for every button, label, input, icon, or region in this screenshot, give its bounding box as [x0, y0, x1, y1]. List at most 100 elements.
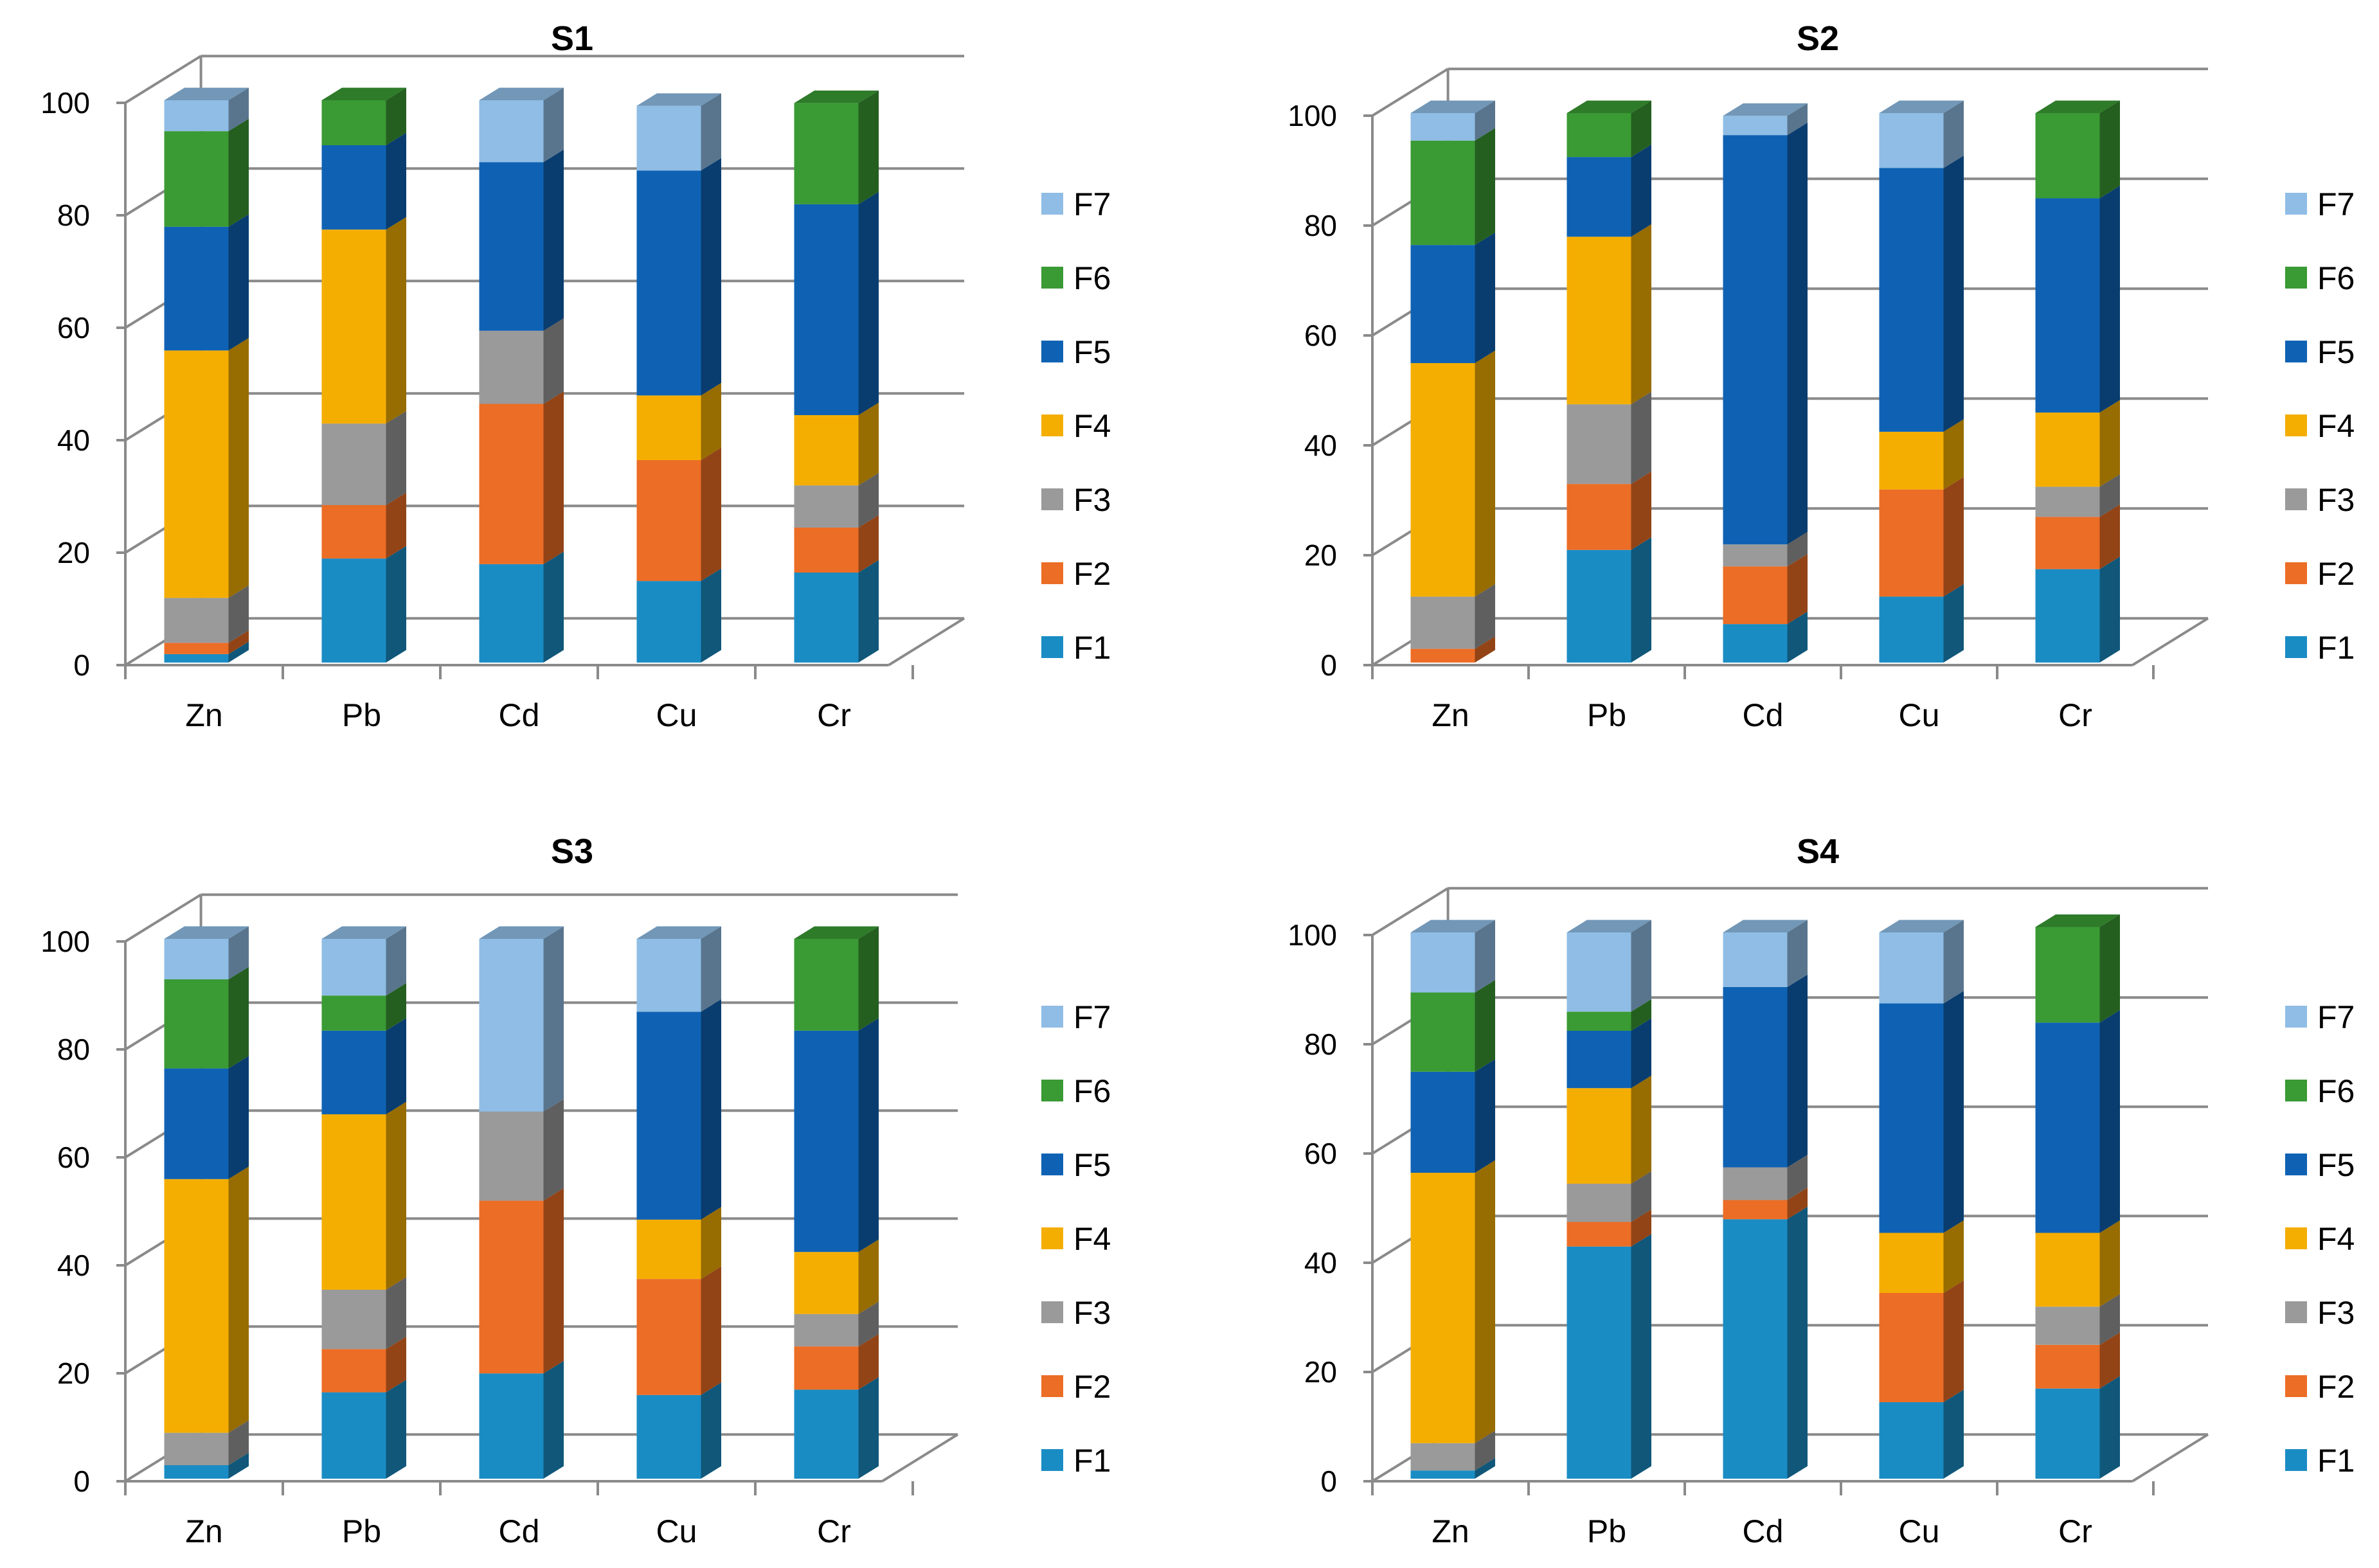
bar-side-f5 — [1631, 1018, 1651, 1089]
legend-label-f7: F7 — [1073, 999, 1111, 1035]
bar-stack-pb — [321, 87, 406, 663]
bar-side-f5 — [1787, 122, 1808, 545]
legend-swatch-f4 — [2285, 414, 2307, 436]
bar-side-f2 — [2099, 1332, 2120, 1389]
grid-connector — [124, 893, 202, 943]
bar-side-f1 — [701, 568, 721, 663]
bar-side-f7 — [228, 926, 249, 979]
bar-segment-f3 — [1410, 596, 1475, 649]
legend-label-f5: F5 — [2317, 334, 2355, 370]
bar-stack-zn — [1410, 920, 1495, 1479]
legend-swatch-f7 — [1041, 1006, 1063, 1028]
plot-area: 0 20 40 60 80 100 Zn Pb Cd Cu Cr — [40, 55, 965, 733]
bar-side-f6 — [1631, 999, 1651, 1031]
bar-side-f6 — [858, 90, 879, 204]
legend-label-f5: F5 — [1073, 1147, 1111, 1183]
legend: F7 F6 F5 F4 F3 F2 F1 — [2285, 999, 2355, 1479]
bar-segment-f6 — [321, 100, 386, 145]
legend-label-f6: F6 — [2317, 1073, 2355, 1109]
bar-segment-f2 — [2035, 1344, 2100, 1389]
x-tick-label: Cu — [656, 1513, 697, 1549]
bar-segment-f5 — [1410, 1071, 1475, 1173]
bar-segment-f4 — [2035, 412, 2100, 487]
bar-side-f7 — [1943, 920, 1964, 1004]
legend-swatch-f5 — [2285, 1154, 2307, 1175]
bar-stack-pb — [1567, 100, 1651, 663]
legend-label-f6: F6 — [1073, 1073, 1111, 1109]
bar-side-f3 — [1787, 1155, 1808, 1200]
bar-side-f3 — [386, 411, 406, 505]
bar-side-f1 — [1787, 1206, 1808, 1479]
bar-side-f3 — [1475, 1430, 1495, 1471]
bar-segment-f7 — [1879, 932, 1944, 1004]
bar-side-f2 — [386, 1336, 406, 1393]
bar-stack-cr — [794, 90, 879, 663]
bar-side-f3 — [1631, 1171, 1651, 1222]
bar-side-f1 — [2099, 557, 2120, 663]
legend-label-f1: F1 — [2317, 1443, 2355, 1479]
bar-side-f2 — [701, 1266, 721, 1395]
bar-side-f5 — [1631, 144, 1651, 237]
bar-side-f3 — [1787, 531, 1808, 567]
bar-segment-f4 — [321, 1114, 386, 1290]
legend-swatch-f2 — [2285, 1375, 2307, 1397]
bar-segment-f2 — [1723, 1200, 1788, 1220]
bar-side-f1 — [1475, 1457, 1495, 1479]
bar-side-f2 — [701, 447, 721, 582]
legend: F7 F6 F5 F4 F3 F2 F1 — [1041, 999, 1111, 1479]
bar-side-f5 — [2099, 1010, 2120, 1233]
bar-segment-f3 — [2035, 486, 2100, 517]
legend-label-f6: F6 — [1073, 260, 1111, 296]
bar-side-f2 — [1787, 553, 1808, 625]
bar-side-f4 — [228, 1166, 249, 1433]
bar-segment-f3 — [794, 1314, 859, 1347]
bar-side-f4 — [1631, 1075, 1651, 1184]
bar-stack-cu — [636, 926, 721, 1479]
y-tick-label: 20 — [1304, 1355, 1337, 1389]
bar-stack-cd — [479, 926, 564, 1479]
bar-segment-f1 — [636, 581, 701, 663]
bar-segment-f5 — [1879, 1003, 1944, 1233]
x-tick-label: Zn — [1432, 1513, 1469, 1549]
bar-segment-f2 — [2035, 517, 2100, 569]
bar-segment-f2 — [479, 1200, 544, 1374]
bar-side-f4 — [858, 402, 879, 486]
floor-side-edge — [888, 617, 965, 666]
x-tick-label: Cd — [499, 697, 540, 733]
x-tick-label: Cr — [817, 1513, 851, 1549]
bar-segment-f5 — [794, 204, 859, 415]
y-tick-label: 80 — [57, 199, 90, 232]
bar-segment-f2 — [794, 528, 859, 573]
bar-side-f3 — [1631, 391, 1651, 485]
bar-side-f7 — [1787, 103, 1808, 136]
chart-panel-s2: S2 0 20 40 60 80 100 Zn Pb Cd Cu Cr F7 F6 F5 F4 F3… — [1288, 19, 2355, 733]
legend-swatch-f3 — [1041, 488, 1063, 510]
bar-side-f5 — [701, 157, 721, 396]
bar-side-f5 — [228, 1056, 249, 1179]
legend-label-f6: F6 — [2317, 260, 2355, 296]
bar-side-f6 — [1475, 980, 1495, 1072]
y-tick-label: 100 — [40, 86, 90, 120]
bar-segment-f5 — [164, 1068, 229, 1179]
bar-top-face — [794, 90, 879, 103]
bar-segment-f6 — [2035, 927, 2100, 1023]
bar-side-f4 — [386, 1101, 406, 1290]
x-tick-label: Cd — [1743, 1513, 1784, 1549]
y-tick-label: 60 — [1304, 1137, 1337, 1170]
bar-segment-f3 — [479, 330, 544, 404]
bar-stack-cd — [479, 87, 564, 663]
bar-segment-f4 — [1567, 236, 1631, 405]
legend: F7 F6 F5 F4 F3 F2 F1 — [2285, 186, 2355, 666]
bar-side-f7 — [1943, 100, 1964, 168]
bar-segment-f6 — [164, 979, 229, 1069]
legend-swatch-f6 — [2285, 267, 2307, 289]
bar-side-f1 — [1943, 584, 1964, 663]
x-tick-label: Zn — [1432, 697, 1469, 733]
y-tick-label: 80 — [1304, 1028, 1337, 1061]
bar-segment-f3 — [794, 485, 859, 528]
bar-segment-f4 — [2035, 1233, 2100, 1307]
bar-stack-pb — [321, 926, 406, 1479]
bar-segment-f3 — [1567, 1184, 1631, 1222]
legend-label-f1: F1 — [2317, 630, 2355, 666]
